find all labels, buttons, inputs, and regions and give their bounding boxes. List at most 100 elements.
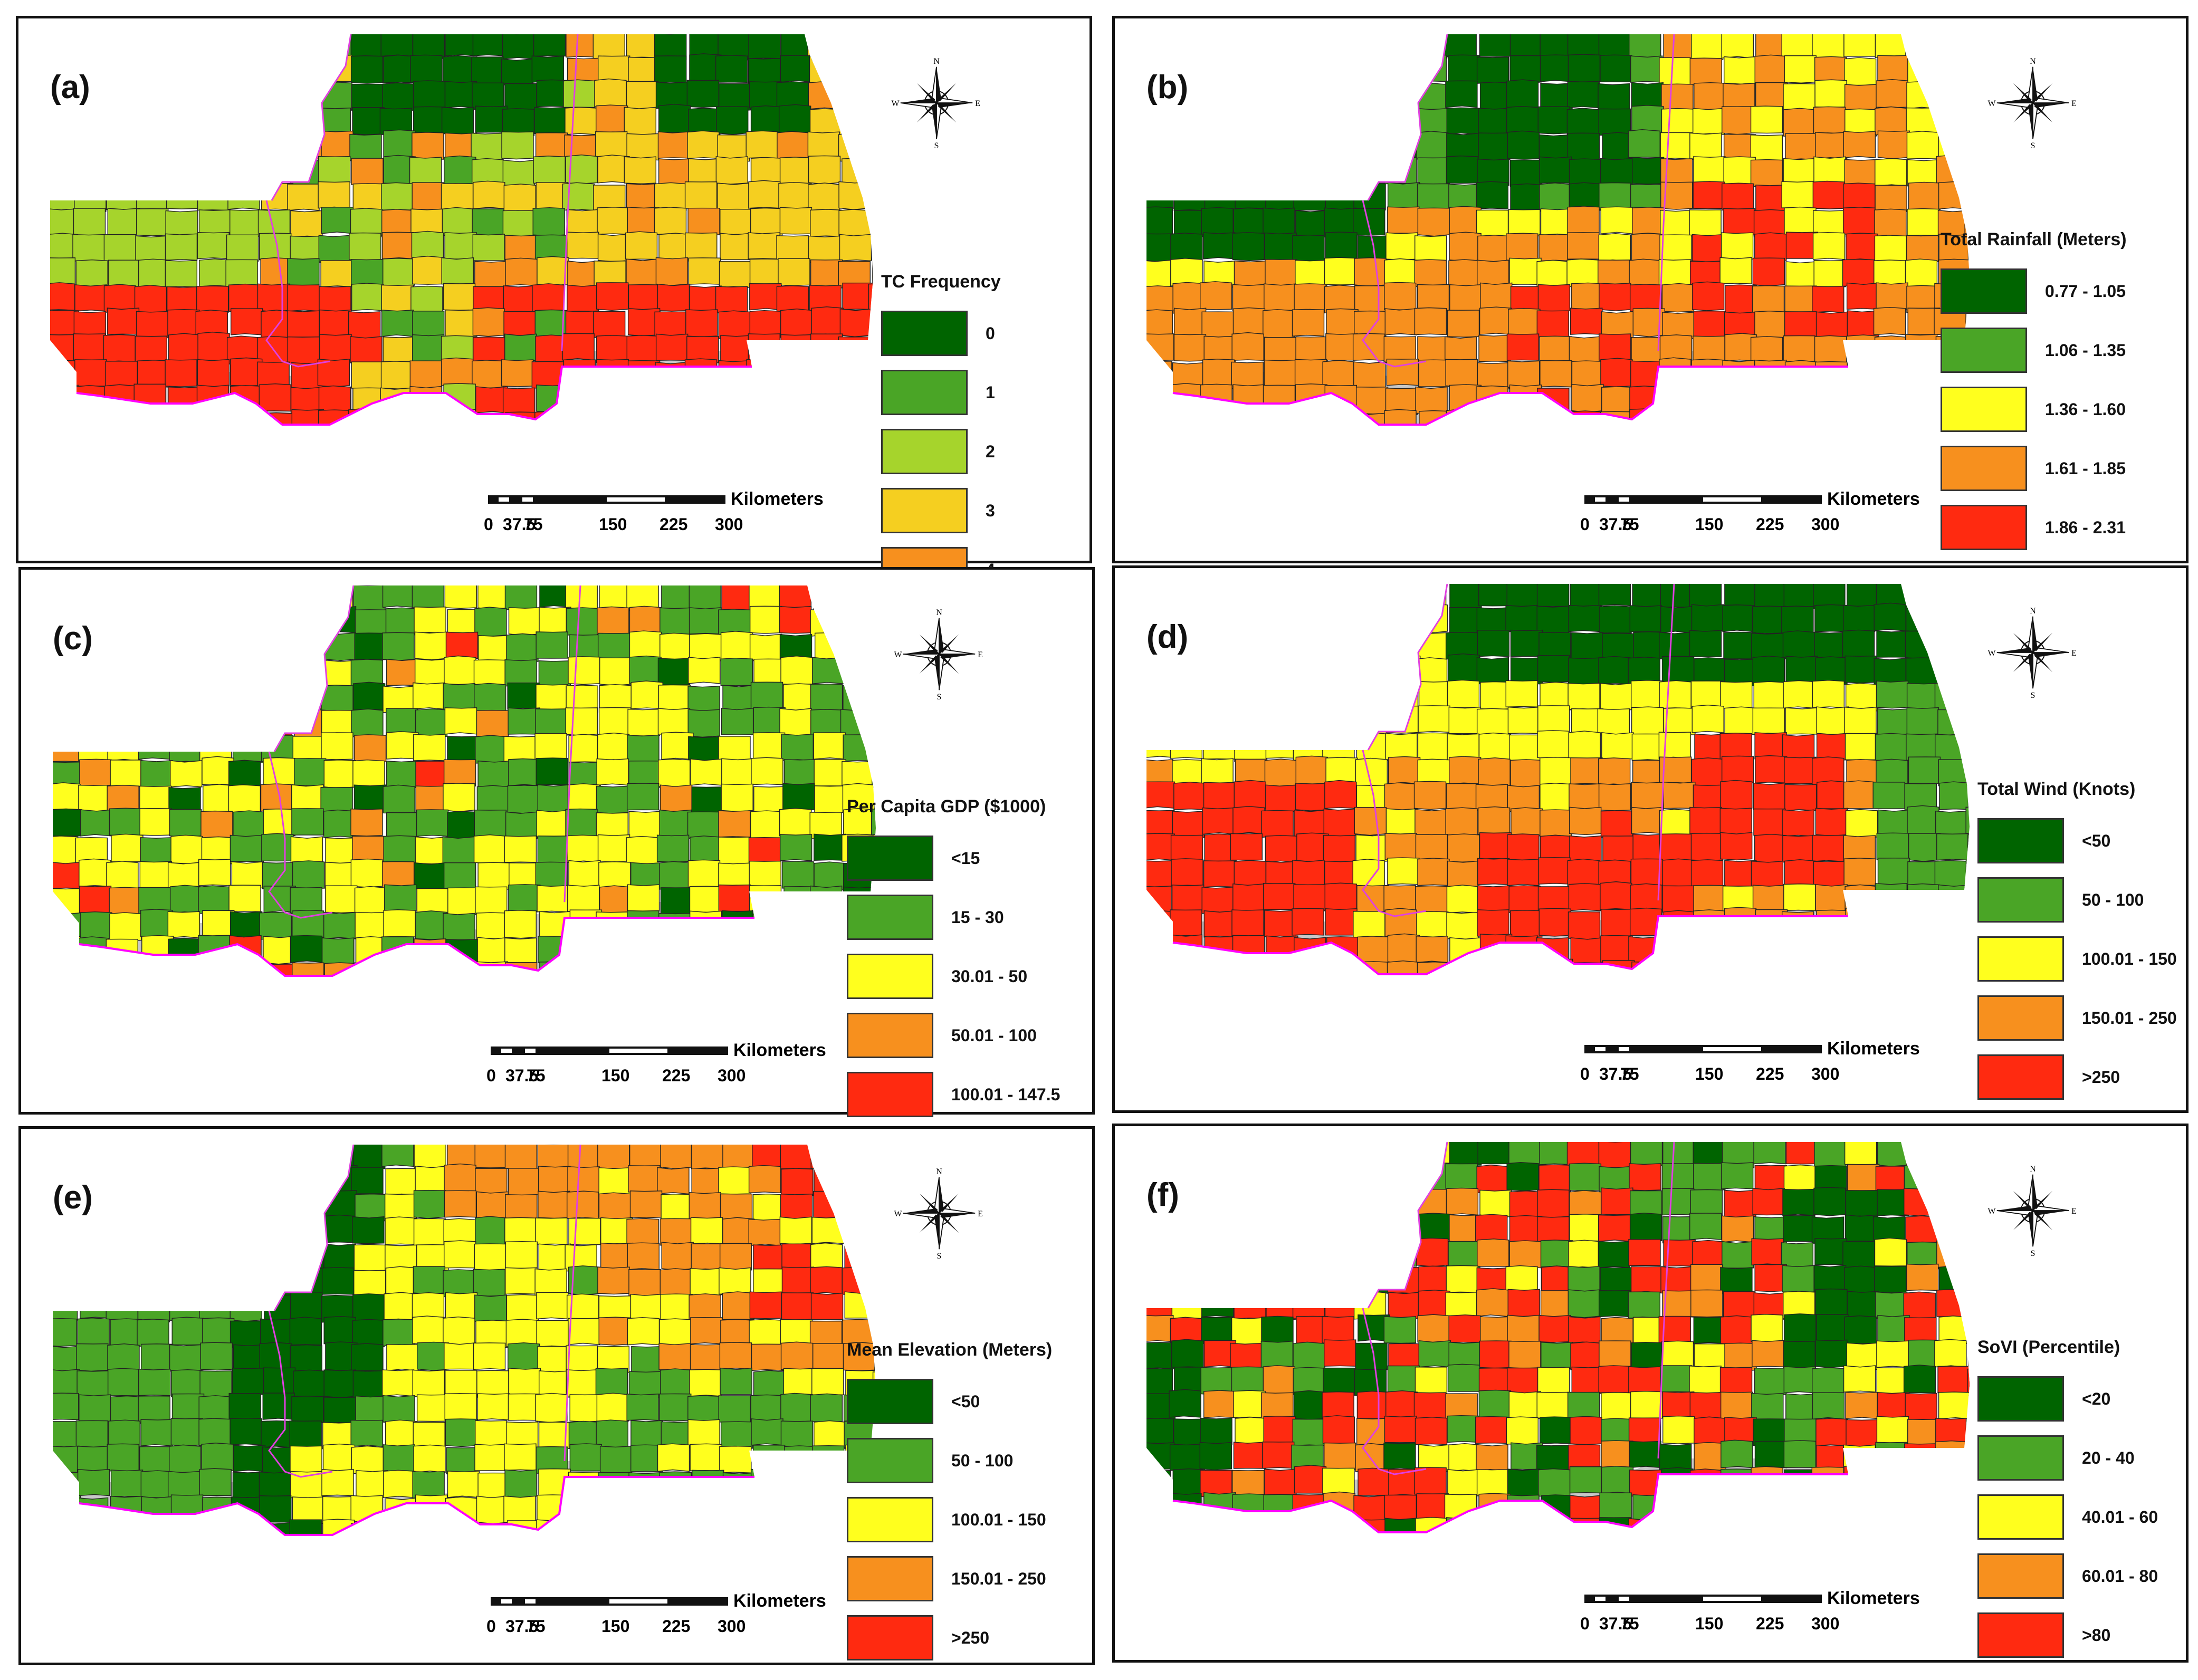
county-cell — [50, 409, 77, 425]
county-cell — [1754, 1545, 1785, 1564]
svg-text:E: E — [2071, 649, 2077, 658]
county-cell — [1508, 1340, 1541, 1369]
county-cell — [1261, 707, 1294, 735]
county-cell — [1448, 962, 1482, 974]
legend-swatch — [881, 488, 968, 533]
county-cell — [630, 1420, 663, 1447]
county-cell — [167, 685, 200, 713]
county-cell — [1875, 1442, 1908, 1470]
county-cell — [1232, 307, 1266, 337]
county-cell — [295, 1546, 327, 1567]
county-cell — [629, 655, 662, 686]
county-cell — [1816, 706, 1849, 735]
county-cell — [140, 1419, 173, 1446]
scale-tick-label: 300 — [718, 1066, 746, 1085]
county-cell — [504, 585, 538, 610]
county-cell — [1783, 438, 1815, 456]
coastline — [79, 1476, 754, 1536]
county-cell — [1786, 988, 1818, 1006]
county-cell — [225, 259, 258, 288]
north-arrow-icon: N S E W — [1987, 1165, 2076, 1258]
county-cell — [1600, 54, 1632, 82]
county-cell — [228, 434, 260, 456]
county-cell — [381, 310, 414, 337]
county-cell — [537, 836, 570, 863]
county-cell — [1507, 986, 1539, 1006]
county-cell — [1505, 680, 1538, 707]
county-cell — [1383, 1442, 1416, 1470]
county-cell — [687, 410, 721, 425]
county-cell — [812, 935, 845, 965]
county-cell — [748, 1218, 781, 1246]
county-cell — [1295, 260, 1327, 288]
county-cell — [1260, 1340, 1294, 1368]
county-cell — [1571, 383, 1604, 413]
county-cell — [1843, 131, 1876, 158]
county-cell — [230, 308, 263, 335]
river-border — [265, 200, 330, 368]
county-cell — [1507, 1494, 1540, 1522]
county-cell — [1661, 1467, 1694, 1497]
county-cell — [1938, 884, 1970, 912]
county-cell — [749, 606, 782, 634]
county-cell — [1663, 781, 1696, 809]
county-cell — [444, 585, 477, 609]
legend-item: 20 - 40 — [1977, 1428, 2158, 1487]
county-cell — [1356, 1390, 1390, 1419]
county-cell — [136, 81, 169, 109]
county-cell — [658, 684, 691, 713]
county-cell — [1265, 183, 1298, 212]
county-cell — [811, 1216, 844, 1244]
county-cell — [443, 283, 476, 311]
county-cell — [1937, 105, 1970, 134]
county-cell — [1356, 1418, 1389, 1445]
county-cell — [352, 183, 385, 211]
county-cell — [1783, 158, 1815, 186]
county-cell — [1418, 1340, 1451, 1368]
county-cell — [838, 336, 871, 364]
county-cell — [691, 1494, 724, 1523]
legend-label: >250 — [951, 1628, 990, 1647]
county-cell — [53, 1472, 79, 1501]
county-cell — [1813, 260, 1846, 288]
county-cell — [1693, 958, 1726, 974]
county-cell — [1598, 1290, 1631, 1318]
county-cell — [1508, 209, 1541, 237]
county-cell — [1172, 130, 1205, 159]
county-cell — [751, 1418, 783, 1446]
county-cell — [323, 760, 357, 789]
county-cell — [414, 1145, 446, 1170]
county-cell — [379, 435, 410, 456]
county-cell — [106, 34, 138, 58]
county-cell — [567, 885, 600, 912]
county-cell — [1323, 436, 1354, 456]
county-cell — [1815, 1515, 1848, 1532]
county-cell — [1261, 810, 1294, 838]
county-cell — [1294, 283, 1326, 311]
county-cell — [1691, 358, 1724, 387]
county-cell — [169, 1344, 202, 1372]
county-cell — [1478, 108, 1511, 135]
county-cell — [655, 385, 687, 412]
county-cell — [140, 760, 173, 788]
county-cell — [473, 435, 504, 456]
county-cell — [1783, 884, 1816, 911]
county-cell — [504, 1145, 538, 1170]
county-cell — [1689, 209, 1722, 237]
legend-swatch — [847, 1438, 933, 1483]
county-cell — [1905, 604, 1938, 632]
legend-item: 100.01 - 150 — [1977, 929, 2177, 988]
scale-bar: Kilometers 0 37.575 150 225 300 — [1580, 489, 1920, 534]
county-cell — [228, 283, 261, 313]
county-cell — [780, 55, 813, 83]
county-cell — [349, 232, 381, 261]
county-cell — [1904, 1545, 1936, 1564]
county-cell — [1753, 1518, 1786, 1532]
county-cell — [289, 1519, 322, 1535]
county-cell — [1446, 437, 1478, 456]
state-border-ms-al — [1657, 34, 1675, 351]
county-cell — [1842, 258, 1875, 287]
legend-swatch — [1941, 505, 2027, 550]
county-cell — [1508, 436, 1540, 456]
county-cell — [536, 810, 569, 838]
